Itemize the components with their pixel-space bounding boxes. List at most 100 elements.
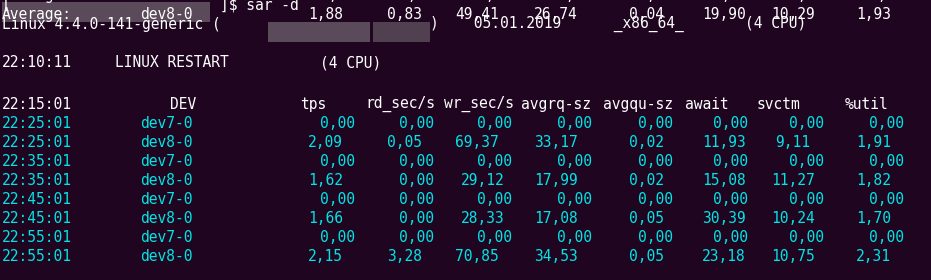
Text: 0,00: 0,00	[399, 230, 434, 245]
Text: 0,00: 0,00	[477, 154, 512, 169]
Text: 0,00: 0,00	[638, 154, 673, 169]
Text: 22:55:01: 22:55:01	[2, 230, 72, 245]
Text: 0,00: 0,00	[477, 116, 512, 131]
Text: 0,05: 0,05	[387, 135, 422, 150]
Text: await: await	[685, 97, 729, 112]
Text: 17,08: 17,08	[534, 211, 578, 226]
Text: 26,74: 26,74	[534, 7, 578, 22]
Text: 0,83: 0,83	[387, 7, 422, 22]
Text: 0,05: 0,05	[629, 249, 664, 264]
Text: 0,00: 0,00	[399, 192, 434, 207]
Text: dev8-0: dev8-0	[140, 7, 193, 22]
Text: 0,04: 0,04	[629, 7, 664, 22]
Text: 11,93: 11,93	[702, 135, 746, 150]
Text: 0,00: 0,00	[789, 0, 824, 3]
Text: 0,00: 0,00	[713, 192, 748, 207]
Text: 0,00: 0,00	[638, 0, 673, 3]
Text: 0,00: 0,00	[320, 230, 355, 245]
Text: 34,53: 34,53	[534, 249, 578, 264]
Text: 29,12: 29,12	[461, 173, 505, 188]
Text: 0,00: 0,00	[477, 192, 512, 207]
Text: dev7-0: dev7-0	[140, 192, 193, 207]
Text: 15,08: 15,08	[702, 173, 746, 188]
Text: 0,00: 0,00	[320, 116, 355, 131]
Text: 1,91: 1,91	[856, 135, 891, 150]
Text: 1,62: 1,62	[308, 173, 343, 188]
Text: 0,00: 0,00	[557, 0, 592, 3]
Text: 0,00: 0,00	[869, 230, 904, 245]
Text: 0,00: 0,00	[399, 154, 434, 169]
Text: 22:45:01: 22:45:01	[2, 211, 72, 226]
Text: avgrq-sz: avgrq-sz	[521, 97, 591, 112]
Text: 70,85: 70,85	[455, 249, 499, 264]
Text: 19,90: 19,90	[702, 7, 746, 22]
Text: [: [	[2, 0, 11, 12]
Text: 0,00: 0,00	[557, 192, 592, 207]
Text: 3,28: 3,28	[387, 249, 422, 264]
Text: 22:45:01: 22:45:01	[2, 192, 72, 207]
Text: 0,00: 0,00	[320, 0, 355, 3]
Text: 2,09: 2,09	[308, 135, 343, 150]
Text: 0,00: 0,00	[713, 0, 748, 3]
Text: 0,00: 0,00	[638, 230, 673, 245]
Text: dev8-0: dev8-0	[140, 135, 193, 150]
Text: 10,24: 10,24	[771, 211, 815, 226]
Text: dev7-0: dev7-0	[140, 116, 193, 131]
Text: Average:: Average:	[2, 0, 72, 3]
Bar	[2, 2, 210, 22]
Text: svctm: svctm	[756, 97, 800, 112]
Text: 0,00: 0,00	[557, 116, 592, 131]
Text: 2,15: 2,15	[308, 249, 343, 264]
Text: 1,93: 1,93	[856, 7, 891, 22]
Text: 1,66: 1,66	[308, 211, 343, 226]
Text: 0,00: 0,00	[789, 192, 824, 207]
Text: 1,70: 1,70	[856, 211, 891, 226]
Text: 0,00: 0,00	[713, 154, 748, 169]
Text: wr_sec/s: wr_sec/s	[444, 96, 514, 112]
Text: dev8-0: dev8-0	[140, 249, 193, 264]
Text: 33,17: 33,17	[534, 135, 578, 150]
Text: 0,02: 0,02	[629, 173, 664, 188]
Text: 0,00: 0,00	[399, 173, 434, 188]
Text: dev7-0: dev7-0	[140, 0, 193, 3]
Text: 0,00: 0,00	[869, 192, 904, 207]
Text: 0,00: 0,00	[789, 154, 824, 169]
Text: 0,00: 0,00	[557, 154, 592, 169]
Text: 23,18: 23,18	[702, 249, 746, 264]
Text: 0,00: 0,00	[713, 116, 748, 131]
Text: 22:25:01: 22:25:01	[2, 116, 72, 131]
Text: 0,00: 0,00	[713, 230, 748, 245]
Text: dev7-0: dev7-0	[140, 154, 193, 169]
Text: 1,82: 1,82	[856, 173, 891, 188]
Text: )    05.01.2019      _x86_64_       (4 CPU): ) 05.01.2019 _x86_64_ (4 CPU)	[430, 16, 806, 32]
Text: tps: tps	[300, 97, 326, 112]
Text: 22:35:01: 22:35:01	[2, 173, 72, 188]
Bar	[373, 22, 430, 42]
Text: 22:25:01: 22:25:01	[2, 135, 72, 150]
Text: 49,41: 49,41	[455, 7, 499, 22]
Text: 0,05: 0,05	[629, 211, 664, 226]
Text: 28,33: 28,33	[461, 211, 505, 226]
Text: LINUX RESTART: LINUX RESTART	[115, 55, 229, 70]
Text: 22:15:01: 22:15:01	[2, 97, 72, 112]
Text: dev7-0: dev7-0	[140, 230, 193, 245]
Text: dev8-0: dev8-0	[140, 211, 193, 226]
Text: 0,00: 0,00	[869, 116, 904, 131]
Text: ]$ sar -d: ]$ sar -d	[220, 0, 299, 12]
Text: 22:10:11: 22:10:11	[2, 55, 72, 70]
Text: 0,00: 0,00	[557, 230, 592, 245]
Text: (4 CPU): (4 CPU)	[320, 55, 382, 70]
Text: 0,00: 0,00	[399, 0, 434, 3]
Text: 30,39: 30,39	[702, 211, 746, 226]
Text: Linux 4.4.0-141-generic (: Linux 4.4.0-141-generic (	[2, 17, 221, 32]
Text: rd_sec/s: rd_sec/s	[365, 96, 435, 112]
Text: 0,00: 0,00	[399, 211, 434, 226]
Text: 0,00: 0,00	[477, 230, 512, 245]
Text: 0,00: 0,00	[789, 116, 824, 131]
Text: DEV: DEV	[170, 97, 196, 112]
Text: 11,27: 11,27	[771, 173, 815, 188]
Text: 10,29: 10,29	[771, 7, 815, 22]
Text: %util: %util	[845, 97, 889, 112]
Text: avgqu-sz: avgqu-sz	[603, 97, 673, 112]
Text: 17,99: 17,99	[534, 173, 578, 188]
